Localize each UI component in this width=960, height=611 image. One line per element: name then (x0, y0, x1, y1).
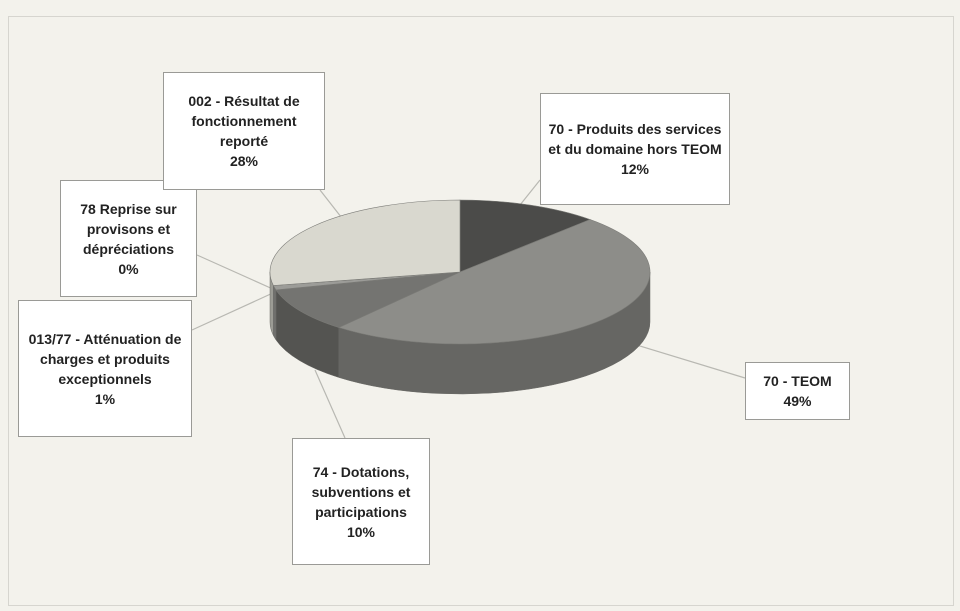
leader-line (191, 291, 276, 331)
label-value: 12% (620, 161, 650, 177)
leader-line (519, 179, 541, 206)
label-category: 70 - Produits des services et du domaine… (548, 121, 722, 157)
pie-slice (275, 271, 461, 328)
leader-line (619, 339, 746, 379)
label-category: 74 - Dotations, subventions et participa… (311, 463, 411, 520)
label-category: 013/77 - Atténuation de charges et produ… (28, 330, 182, 387)
pie-slice (269, 199, 461, 286)
leader-line (196, 254, 276, 291)
chart-frame (8, 16, 954, 606)
data-label: 013/77 - Atténuation de charges et produ… (18, 300, 192, 437)
label-value: 0% (118, 260, 139, 277)
data-label: 74 - Dotations, subventions et participa… (292, 438, 430, 565)
label-category: 002 - Résultat de fonctionnement reporté (188, 93, 300, 149)
label-value: 10% (346, 523, 376, 540)
data-label: 70 - TEOM 49% (745, 362, 850, 420)
data-label: 002 - Résultat de fonctionnement reporté… (163, 72, 325, 190)
label-value: 49% (783, 393, 812, 409)
data-label: 78 Reprise sur provisons et dépréciation… (60, 180, 197, 297)
label-value: 28% (229, 153, 259, 169)
data-label: 70 - Produits des services et du domaine… (540, 93, 730, 205)
pie-slice (338, 219, 651, 345)
label-category: 78 Reprise sur provisons et dépréciation… (80, 200, 177, 257)
pie-side (273, 285, 277, 341)
pie-slice (459, 199, 591, 273)
label-category: 70 - TEOM (763, 373, 832, 389)
label-value: 1% (94, 390, 116, 407)
leader-line (314, 369, 346, 439)
